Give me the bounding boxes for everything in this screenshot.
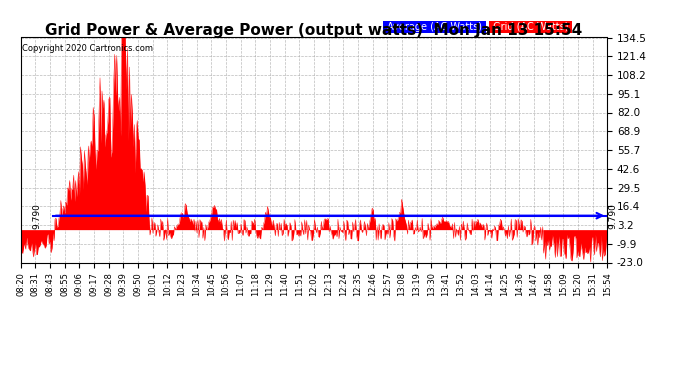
Text: 9.790: 9.790 (609, 203, 618, 229)
Text: Copyright 2020 Cartronics.com: Copyright 2020 Cartronics.com (22, 44, 153, 53)
Text: Average (AC Watts): Average (AC Watts) (384, 22, 486, 32)
Text: Grid (AC Watts): Grid (AC Watts) (490, 22, 571, 32)
Text: 9.790: 9.790 (32, 203, 41, 229)
Title: Grid Power & Average Power (output watts)  Mon Jan 13 15:54: Grid Power & Average Power (output watts… (46, 22, 582, 38)
